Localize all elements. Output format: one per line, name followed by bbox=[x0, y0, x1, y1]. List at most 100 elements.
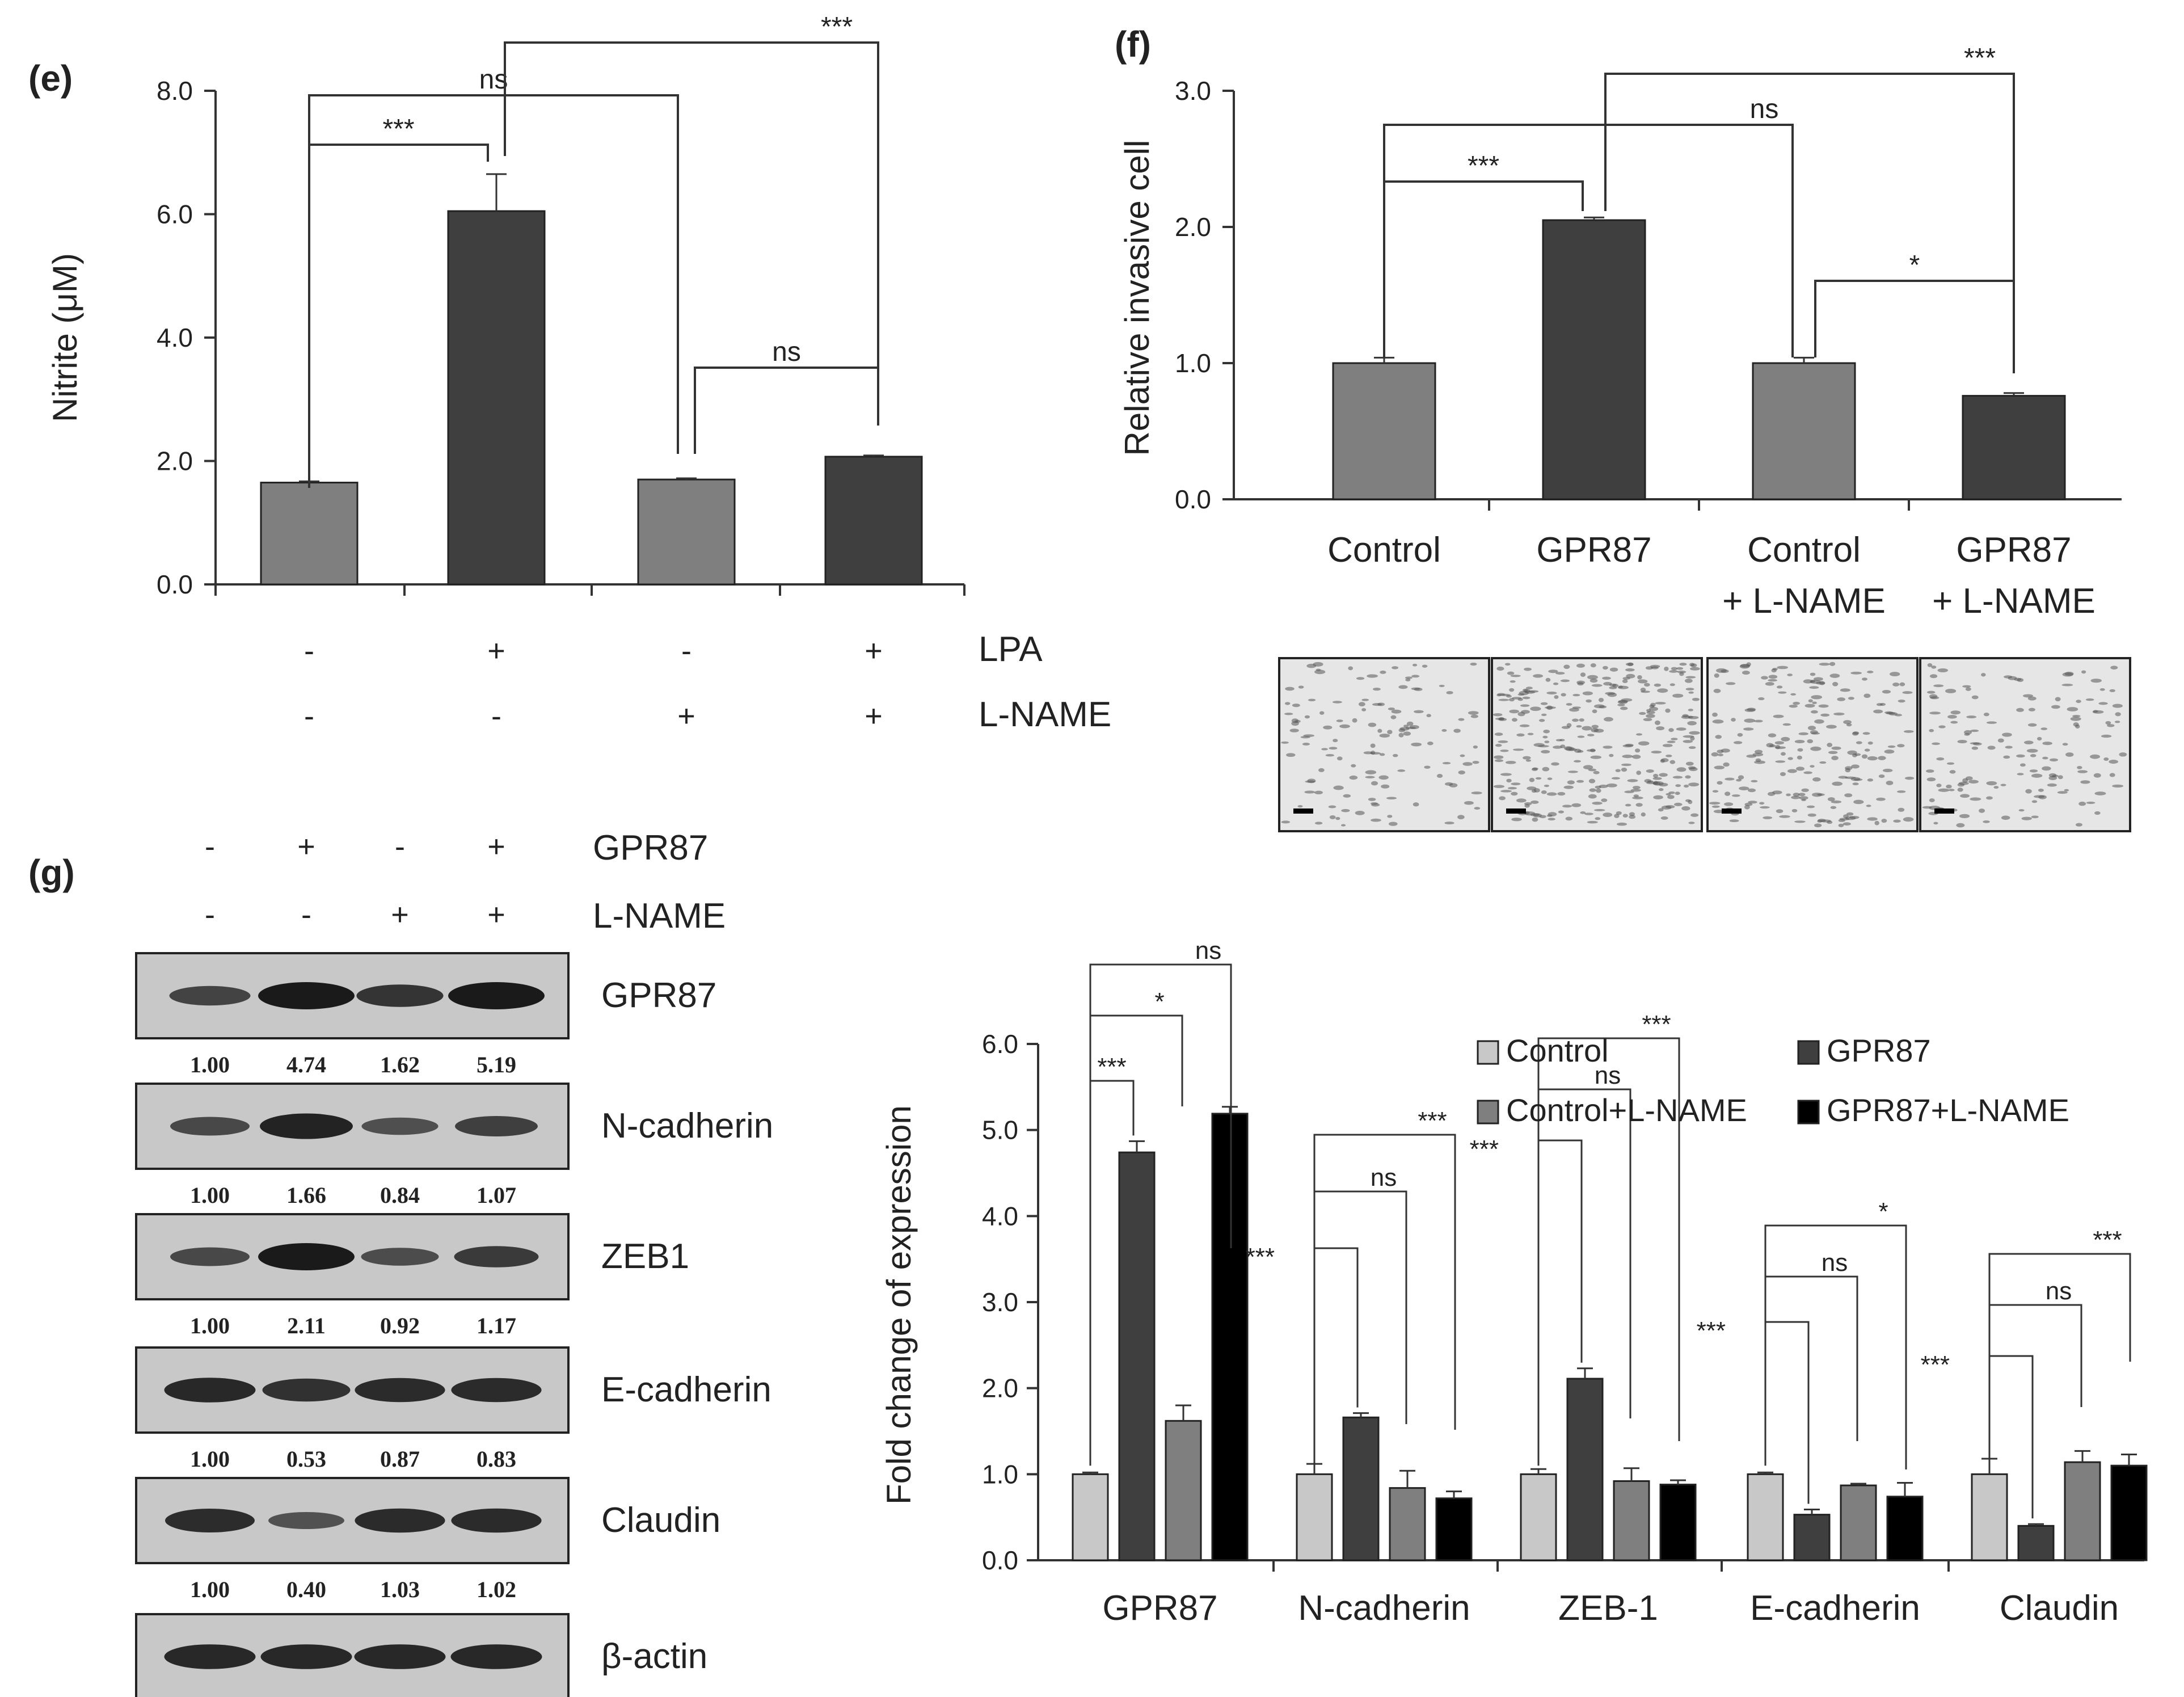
cell-stain bbox=[1867, 671, 1874, 673]
cell-stain bbox=[1629, 815, 1636, 819]
blot-quant-value: 1.00 bbox=[190, 1446, 230, 1472]
f-sig-2-label: ns bbox=[1750, 94, 1779, 124]
cell-stain bbox=[1945, 688, 1957, 693]
cell-stain bbox=[1470, 662, 1477, 666]
cell-stain bbox=[1379, 753, 1385, 756]
cell-stain bbox=[1956, 823, 1965, 828]
cell-stain bbox=[1690, 667, 1700, 671]
cell-stain bbox=[2093, 710, 2098, 713]
e-y-tick-label: 6.0 bbox=[157, 200, 193, 229]
cell-stain bbox=[1358, 702, 1365, 706]
cell-stain bbox=[1775, 760, 1786, 763]
cell-stain bbox=[1688, 746, 1696, 749]
cell-stain bbox=[1493, 785, 1505, 788]
blot-header-sign: - bbox=[395, 829, 405, 864]
cell-stain bbox=[1603, 812, 1613, 818]
blot-quant-value: 4.74 bbox=[286, 1052, 326, 1077]
cell-stain bbox=[1392, 666, 1399, 669]
e-sig-1-label: *** bbox=[382, 114, 414, 144]
e-condition-sign: + bbox=[865, 634, 883, 668]
cell-stain bbox=[1635, 803, 1643, 807]
cell-stain bbox=[1561, 693, 1566, 697]
cell-stain bbox=[2098, 702, 2108, 705]
cell-stain bbox=[1498, 698, 1510, 701]
cell-stain bbox=[1774, 741, 1785, 745]
cell-stain bbox=[1672, 693, 1684, 698]
cell-stain bbox=[1355, 811, 1365, 815]
g-y-tick-label: 0.0 bbox=[982, 1546, 1018, 1575]
cell-stain bbox=[1950, 721, 1958, 724]
blot-band bbox=[164, 1378, 256, 1403]
cell-stain bbox=[1929, 711, 1941, 715]
cell-stain bbox=[1587, 675, 1598, 680]
cell-stain bbox=[1818, 818, 1826, 822]
cell-stain bbox=[2064, 671, 2074, 676]
cell-stain bbox=[1586, 699, 1592, 703]
g-sig-label: *** bbox=[1418, 1107, 1447, 1135]
f-sig-4-label: * bbox=[1909, 250, 1920, 280]
cell-stain bbox=[1545, 677, 1551, 682]
cell-stain bbox=[1690, 813, 1699, 817]
cell-stain bbox=[1335, 816, 1340, 820]
blot-header-label: L-NAME bbox=[593, 896, 726, 936]
cell-stain bbox=[1566, 723, 1572, 728]
cell-stain bbox=[1840, 688, 1850, 692]
g-bar bbox=[1520, 1473, 1557, 1561]
cell-stain bbox=[1527, 786, 1537, 790]
e-y-tick-label: 0.0 bbox=[157, 570, 193, 599]
cell-stain bbox=[1867, 741, 1873, 745]
cell-stain bbox=[1650, 664, 1660, 668]
cell-stain bbox=[1666, 755, 1672, 757]
cell-stain bbox=[1766, 743, 1774, 748]
cell-stain bbox=[1406, 721, 1414, 726]
cell-stain bbox=[1812, 701, 1817, 704]
cell-stain bbox=[1617, 822, 1628, 826]
chart-g-expression: 0.0 1.0 2.0 3.0 4.0 5.0 6.0 Fold change of expr… bbox=[880, 937, 2148, 1628]
cell-stain bbox=[1676, 727, 1687, 731]
cell-stain bbox=[1867, 817, 1878, 821]
cell-stain bbox=[1542, 767, 1550, 772]
cell-stain bbox=[1684, 679, 1693, 683]
cell-stain bbox=[1768, 675, 1778, 679]
cell-stain bbox=[1543, 729, 1550, 734]
cell-stain bbox=[1799, 796, 1808, 800]
cell-stain bbox=[1593, 770, 1600, 774]
blot-quant-value: 0.87 bbox=[380, 1446, 420, 1472]
cell-stain bbox=[1681, 806, 1690, 811]
blot-protein-label: Claudin bbox=[601, 1501, 720, 1540]
g-legend-label: GPR87 bbox=[1827, 1033, 1931, 1068]
cell-stain bbox=[1591, 727, 1599, 732]
cell-stain bbox=[1603, 746, 1613, 749]
cell-stain bbox=[1773, 714, 1784, 718]
cell-stain bbox=[2000, 784, 2006, 786]
cell-stain bbox=[1656, 726, 1665, 731]
cell-stain bbox=[1471, 791, 1482, 795]
cell-stain bbox=[2090, 754, 2101, 759]
cell-stain bbox=[1662, 744, 1673, 747]
cell-stain bbox=[1786, 793, 1791, 797]
blot-band bbox=[169, 986, 251, 1006]
g-x-tick-label: Claudin bbox=[2000, 1589, 2119, 1628]
cell-stain bbox=[1546, 814, 1553, 817]
cell-stain bbox=[2038, 788, 2044, 792]
cell-stain bbox=[1651, 751, 1662, 754]
g-sig-label: ns bbox=[1371, 1164, 1397, 1191]
cell-stain bbox=[2109, 760, 2118, 764]
cell-stain bbox=[1828, 751, 1838, 755]
cell-stain bbox=[1725, 791, 1731, 796]
cell-stain bbox=[1504, 663, 1511, 666]
cell-stain bbox=[1827, 743, 1833, 747]
cell-stain bbox=[1846, 812, 1854, 816]
cell-stain bbox=[1377, 729, 1382, 733]
cell-stain bbox=[2090, 679, 2102, 683]
e-sig-2 bbox=[308, 94, 679, 488]
cell-stain bbox=[2008, 676, 2017, 680]
e-condition-sign: + bbox=[865, 699, 883, 733]
f-x-tick-label: GPR87 bbox=[1956, 530, 2071, 570]
cell-stain bbox=[1284, 702, 1291, 705]
cell-stain bbox=[1336, 719, 1343, 722]
cell-stain bbox=[1946, 784, 1952, 789]
cell-stain bbox=[1949, 789, 1955, 791]
cell-stain bbox=[2094, 811, 2101, 815]
